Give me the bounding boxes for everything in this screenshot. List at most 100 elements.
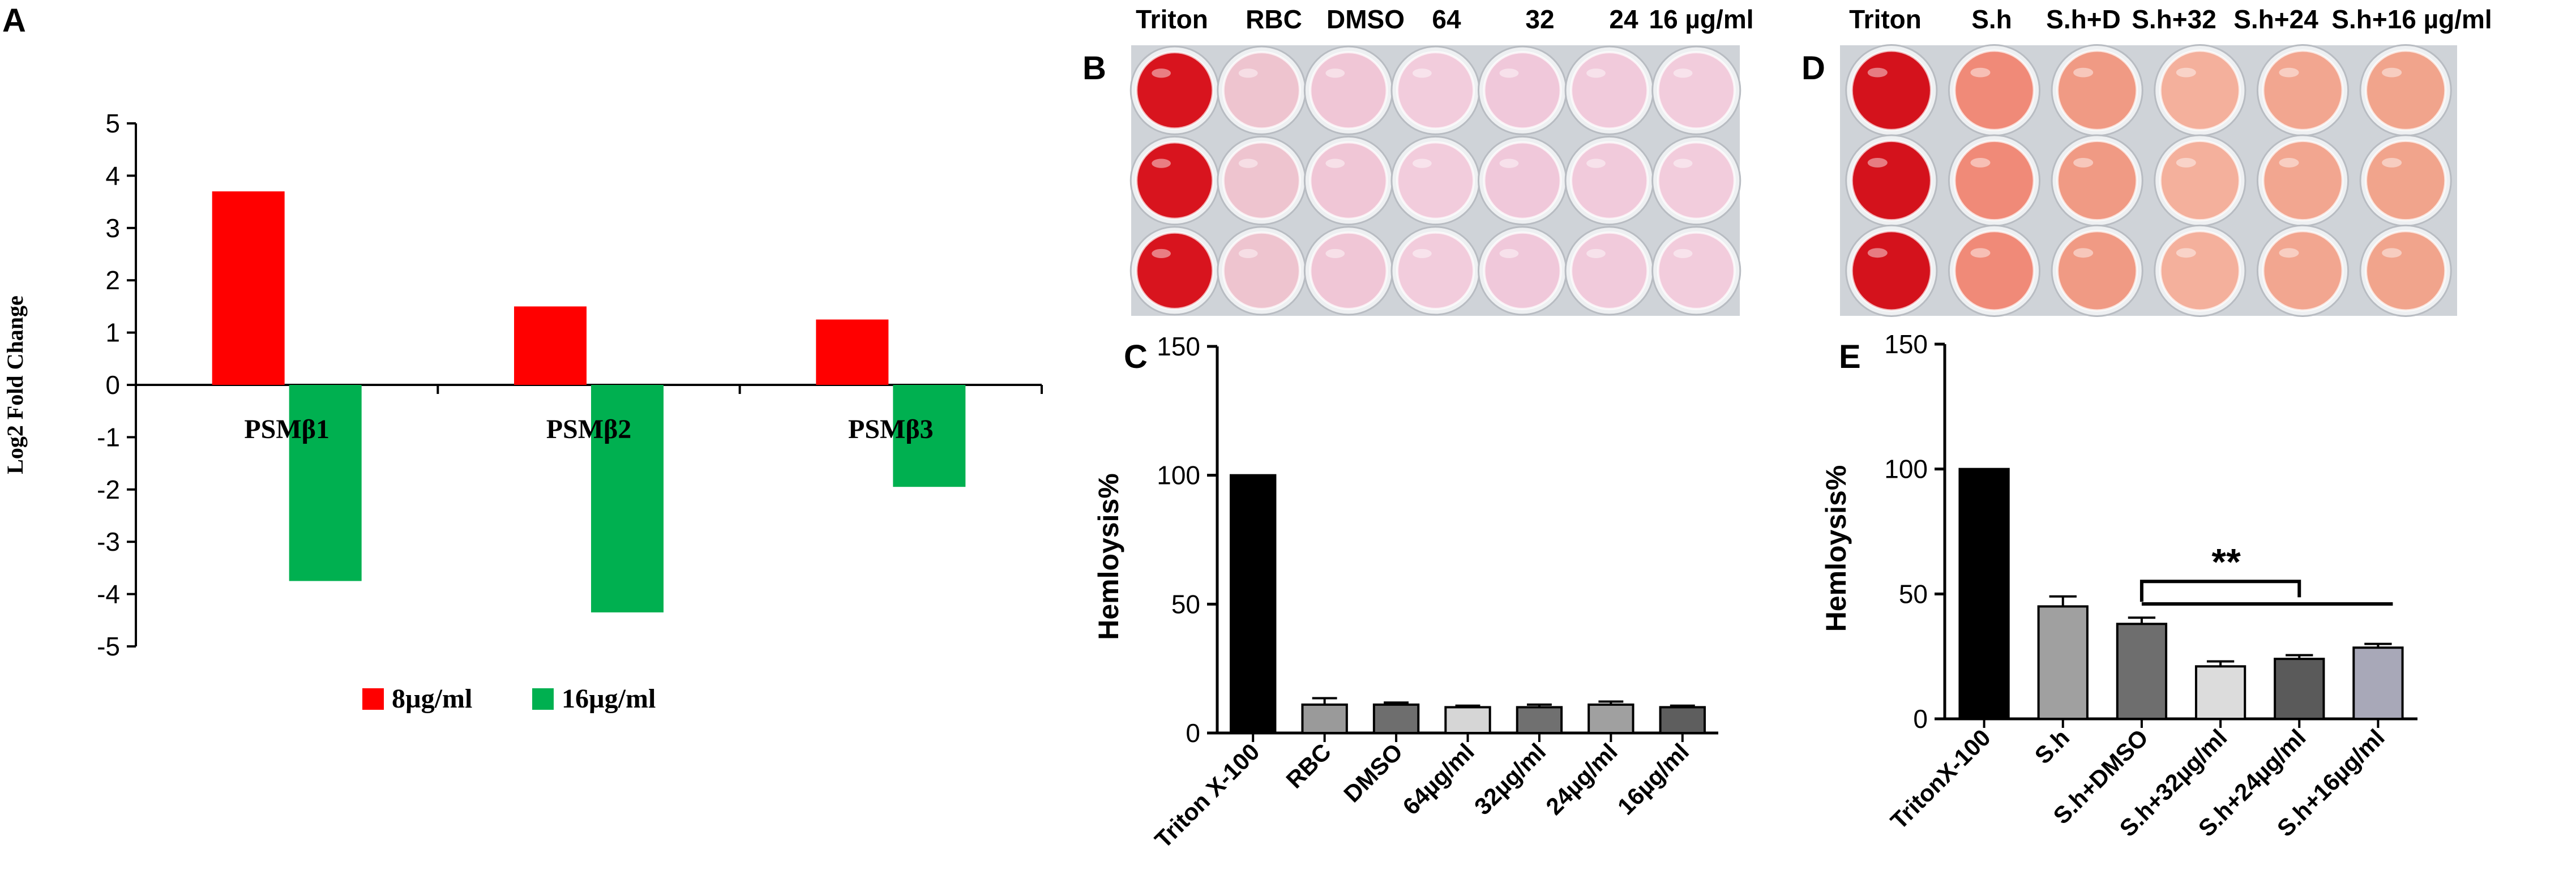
b-well-highlight-2-5 (1586, 248, 1606, 259)
d-well-highlight-1-4 (2279, 158, 2299, 168)
b-well-highlight-1-6 (1673, 158, 1693, 168)
d-well-2-0 (1850, 230, 1932, 312)
c-bar-0 (1230, 474, 1277, 735)
b-well-highlight-1-5 (1586, 158, 1606, 168)
legend-label-a-0: 8µg/ml (392, 684, 472, 714)
d-well-highlight-0-4 (2279, 67, 2299, 78)
d-well-0-5 (2365, 49, 2447, 131)
bar-a-16µg/ml-PSMβ1 (289, 385, 362, 581)
b-well-1-4 (1483, 141, 1562, 220)
d-well-0-4 (2262, 49, 2344, 131)
d-well-0-1 (1953, 49, 2035, 131)
d-well-0-0 (1850, 49, 1932, 131)
b-column-label-1: RBC (1246, 5, 1302, 34)
d-well-highlight-2-2 (2073, 248, 2094, 258)
b-well-highlight-1-0 (1152, 158, 1171, 168)
b-well-highlight-0-1 (1238, 68, 1258, 78)
c-x-tick-label-2: DMSO (1338, 738, 1407, 807)
b-well-highlight-2-2 (1325, 248, 1345, 259)
d-well-1-1 (1953, 139, 2035, 222)
b-well-highlight-0-6 (1673, 68, 1693, 78)
panel-label-c: C (1124, 338, 1148, 375)
panel-label-d: D (1802, 50, 1825, 87)
panel-label-b: B (1082, 50, 1106, 87)
b-well-highlight-1-1 (1238, 158, 1258, 168)
b-well-2-5 (1570, 231, 1649, 310)
b-well-highlight-0-3 (1412, 68, 1432, 78)
d-well-1-3 (2159, 139, 2241, 222)
b-well-highlight-1-4 (1499, 158, 1519, 168)
d-column-label-4: S.h+24 (2233, 5, 2318, 34)
d-column-label-3: S.h+32 (2132, 5, 2216, 34)
b-well-2-4 (1483, 231, 1562, 310)
bar-a-8µg/ml-PSMβ3 (816, 319, 889, 385)
b-column-label-6: 16 µg/ml (1649, 5, 1753, 34)
b-well-highlight-2-4 (1499, 248, 1519, 259)
c-y-tick-label-0: 0 (1186, 718, 1200, 748)
bar-a-16µg/ml-PSMβ3 (893, 385, 966, 487)
c-x-tick-label-0: Triton X-100 (1149, 738, 1264, 853)
d-well-highlight-2-5 (2382, 248, 2402, 258)
b-well-1-5 (1570, 141, 1649, 220)
d-well-0-3 (2159, 49, 2241, 131)
d-column-label-2: S.h+D (2046, 5, 2121, 34)
d-well-highlight-0-0 (1867, 67, 1888, 78)
e-y-tick-label-2: 100 (1884, 455, 1928, 484)
y-tick-label-a-6: -1 (97, 422, 120, 452)
e-bar-2 (2116, 623, 2168, 720)
bar-a-8µg/ml-PSMβ2 (514, 306, 587, 385)
c-bar-1 (1301, 703, 1348, 734)
b-well-highlight-0-4 (1499, 68, 1519, 78)
c-bar-4 (1516, 706, 1563, 735)
b-well-highlight-0-5 (1586, 68, 1606, 78)
y-tick-label-a-8: -3 (97, 527, 120, 556)
d-well-highlight-2-1 (1970, 248, 1991, 258)
y-tick-label-a-7: -2 (97, 475, 120, 504)
b-well-2-3 (1396, 231, 1475, 310)
c-x-tick-label-3: 64µg/ml (1397, 738, 1479, 820)
e-bar-0 (1958, 468, 2010, 721)
d-plate-background (1840, 45, 2457, 316)
category-label-a-1: PSMβ2 (546, 414, 632, 444)
y-tick-label-a-9: -4 (97, 580, 120, 609)
legend-swatch-a-1 (532, 688, 554, 710)
y-tick-label-a-0: 5 (105, 109, 120, 138)
e-significance-label: ** (2211, 541, 2241, 582)
d-well-2-2 (2056, 230, 2138, 312)
d-well-highlight-1-2 (2073, 158, 2094, 168)
d-well-highlight-2-3 (2176, 248, 2196, 258)
d-well-highlight-0-2 (2073, 67, 2094, 78)
e-x-tick-label-1: S.h (2030, 724, 2074, 769)
d-well-highlight-2-4 (2279, 248, 2299, 258)
d-well-1-0 (1850, 139, 1932, 222)
b-well-highlight-2-6 (1673, 248, 1693, 259)
c-x-tick-label-6: 16µg/ml (1612, 738, 1694, 820)
c-y-tick-label-3: 150 (1157, 332, 1200, 361)
b-well-0-6 (1657, 51, 1736, 130)
d-well-1-2 (2056, 139, 2138, 222)
plate-photo-b: Triton RBC DMSO 64 32 24 16 µg/ml (1129, 5, 1754, 316)
d-well-highlight-0-3 (2176, 67, 2196, 78)
c-y-tick-label-1: 50 (1171, 589, 1200, 619)
e-bar-3 (2194, 665, 2246, 720)
d-column-label-1: S.h (1971, 5, 2012, 34)
e-y-tick-label-1: 50 (1899, 579, 1928, 608)
e-y-axis-title: Hemloysis% (1820, 465, 1852, 632)
b-well-highlight-1-2 (1325, 158, 1345, 168)
c-bar-3 (1444, 706, 1491, 735)
panel-label-e: E (1839, 338, 1861, 375)
b-well-2-6 (1657, 231, 1736, 310)
y-tick-label-a-4: 1 (105, 318, 120, 348)
d-well-highlight-1-5 (2382, 158, 2402, 168)
d-column-label-0: Triton (1849, 5, 1922, 34)
d-well-highlight-1-1 (1970, 158, 1991, 168)
category-label-a-0: PSMβ1 (244, 414, 330, 444)
b-well-2-1 (1222, 231, 1301, 310)
legend-label-a-1: 16µg/ml (562, 684, 656, 714)
y-tick-label-a-5: 0 (105, 370, 120, 400)
e-y-tick-label-3: 150 (1884, 329, 1928, 359)
b-well-1-0 (1135, 141, 1214, 220)
b-well-1-2 (1309, 141, 1388, 220)
